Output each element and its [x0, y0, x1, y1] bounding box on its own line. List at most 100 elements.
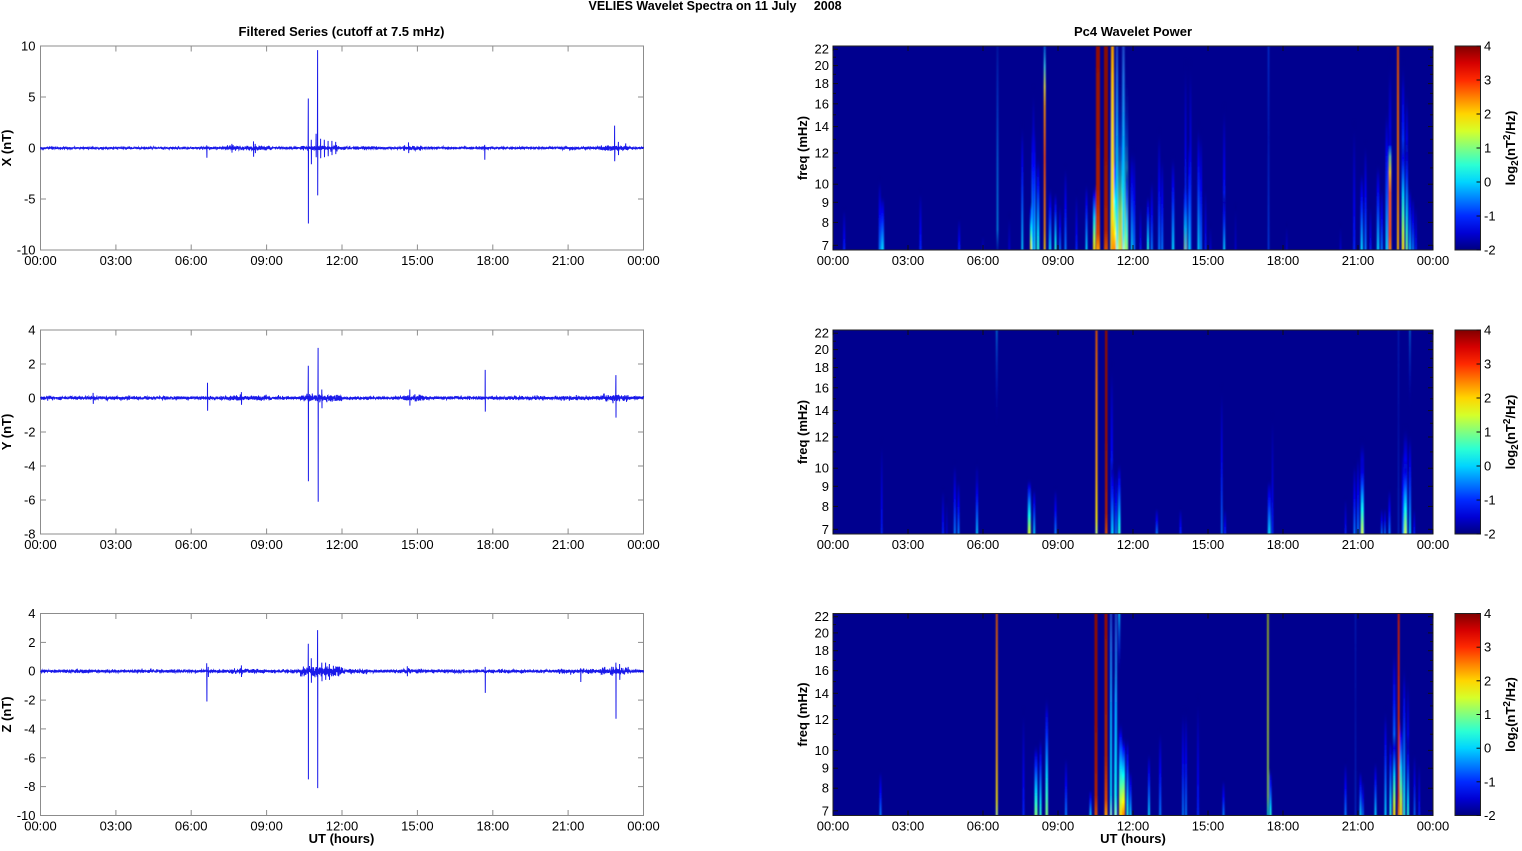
svg-text:06:00: 06:00: [175, 253, 208, 268]
svg-text:06:00: 06:00: [175, 819, 208, 834]
svg-text:06:00: 06:00: [967, 819, 1000, 834]
svg-text:00:00: 00:00: [1417, 537, 1450, 552]
svg-text:18: 18: [815, 360, 829, 375]
svg-text:00:00: 00:00: [1417, 819, 1450, 834]
svg-text:0: 0: [1484, 741, 1491, 756]
svg-text:22: 22: [815, 326, 829, 341]
svg-text:9: 9: [822, 479, 829, 494]
svg-text:15:00: 15:00: [401, 537, 434, 552]
svg-text:16: 16: [815, 96, 829, 111]
svg-text:12:00: 12:00: [1117, 537, 1150, 552]
svg-text:22: 22: [815, 609, 829, 624]
svg-text:21:00: 21:00: [1342, 819, 1375, 834]
svg-text:3: 3: [1484, 73, 1491, 88]
svg-text:UT (hours): UT (hours): [1100, 831, 1166, 846]
svg-text:-2: -2: [1484, 808, 1496, 823]
svg-text:UT (hours): UT (hours): [309, 831, 375, 846]
svg-text:Filtered Series (cutoff at 7.5: Filtered Series (cutoff at 7.5 mHz): [239, 24, 445, 39]
svg-text:1: 1: [1484, 141, 1491, 156]
svg-text:-1: -1: [1484, 493, 1496, 508]
svg-text:03:00: 03:00: [892, 537, 925, 552]
svg-text:-2: -2: [1484, 527, 1496, 542]
svg-text:06:00: 06:00: [967, 253, 1000, 268]
svg-text:09:00: 09:00: [1042, 253, 1075, 268]
svg-text:03:00: 03:00: [892, 819, 925, 834]
svg-text:freq (mHz): freq (mHz): [795, 116, 810, 180]
svg-text:4: 4: [1484, 39, 1491, 54]
svg-text:-8: -8: [24, 779, 36, 794]
svg-text:15:00: 15:00: [401, 253, 434, 268]
svg-text:8: 8: [822, 781, 829, 796]
svg-text:4: 4: [28, 606, 35, 621]
svg-text:18: 18: [815, 643, 829, 658]
svg-text:4: 4: [1484, 323, 1491, 338]
svg-text:4: 4: [28, 323, 35, 338]
svg-text:X (nT): X (nT): [0, 130, 14, 167]
svg-text:00:00: 00:00: [24, 537, 57, 552]
svg-text:21:00: 21:00: [552, 253, 585, 268]
svg-text:0: 0: [28, 664, 35, 679]
svg-text:00:00: 00:00: [627, 537, 660, 552]
svg-text:12: 12: [815, 712, 829, 727]
svg-text:2: 2: [1484, 107, 1491, 122]
svg-text:10: 10: [815, 461, 829, 476]
svg-text:00:00: 00:00: [627, 819, 660, 834]
svg-text:5: 5: [28, 90, 35, 105]
svg-text:1: 1: [1484, 707, 1491, 722]
svg-text:2: 2: [1484, 391, 1491, 406]
svg-text:09:00: 09:00: [250, 253, 283, 268]
svg-text:2: 2: [1484, 673, 1491, 688]
svg-text:freq (mHz): freq (mHz): [795, 400, 810, 464]
svg-text:21:00: 21:00: [552, 537, 585, 552]
svg-text:03:00: 03:00: [892, 253, 925, 268]
svg-text:03:00: 03:00: [100, 537, 133, 552]
svg-text:-1: -1: [1484, 209, 1496, 224]
svg-text:-2: -2: [24, 425, 36, 440]
svg-text:-10: -10: [17, 808, 36, 823]
svg-text:-5: -5: [24, 192, 36, 207]
svg-text:09:00: 09:00: [1042, 819, 1075, 834]
svg-text:12:00: 12:00: [326, 253, 359, 268]
svg-text:0: 0: [28, 391, 35, 406]
svg-text:22: 22: [815, 42, 829, 57]
svg-text:-10: -10: [17, 243, 36, 258]
svg-text:-2: -2: [1484, 243, 1496, 258]
svg-text:3: 3: [1484, 640, 1491, 655]
svg-text:00:00: 00:00: [817, 253, 850, 268]
svg-text:freq (mHz): freq (mHz): [795, 682, 810, 746]
svg-text:7: 7: [822, 803, 829, 818]
svg-text:0: 0: [28, 141, 35, 156]
svg-text:7: 7: [822, 238, 829, 253]
svg-text:15:00: 15:00: [1192, 253, 1225, 268]
svg-text:Pc4 Wavelet Power: Pc4 Wavelet Power: [1074, 24, 1192, 39]
svg-text:12:00: 12:00: [326, 537, 359, 552]
svg-text:00:00: 00:00: [24, 253, 57, 268]
svg-text:12:00: 12:00: [1117, 253, 1150, 268]
svg-text:-8: -8: [24, 527, 36, 542]
svg-text:20: 20: [815, 58, 829, 73]
svg-text:16: 16: [815, 663, 829, 678]
svg-text:-6: -6: [24, 750, 36, 765]
svg-text:9: 9: [822, 761, 829, 776]
svg-text:15:00: 15:00: [1192, 819, 1225, 834]
svg-text:06:00: 06:00: [175, 537, 208, 552]
svg-text:12:00: 12:00: [326, 819, 359, 834]
svg-text:15:00: 15:00: [1192, 537, 1225, 552]
svg-text:14: 14: [815, 403, 829, 418]
svg-text:-1: -1: [1484, 774, 1496, 789]
svg-text:09:00: 09:00: [1042, 537, 1075, 552]
svg-text:Y (nT): Y (nT): [0, 414, 14, 451]
svg-text:-6: -6: [24, 493, 36, 508]
svg-text:3: 3: [1484, 357, 1491, 372]
svg-text:00:00: 00:00: [817, 819, 850, 834]
svg-text:18:00: 18:00: [477, 253, 510, 268]
svg-text:20: 20: [815, 625, 829, 640]
svg-text:10: 10: [815, 177, 829, 192]
svg-text:21:00: 21:00: [1342, 253, 1375, 268]
svg-text:log2(nT2/Hz): log2(nT2/Hz): [1502, 677, 1521, 752]
svg-text:2: 2: [28, 357, 35, 372]
svg-text:10: 10: [21, 39, 35, 54]
svg-text:14: 14: [815, 686, 829, 701]
svg-text:log2(nT2/Hz): log2(nT2/Hz): [1502, 111, 1521, 186]
svg-text:09:00: 09:00: [250, 819, 283, 834]
